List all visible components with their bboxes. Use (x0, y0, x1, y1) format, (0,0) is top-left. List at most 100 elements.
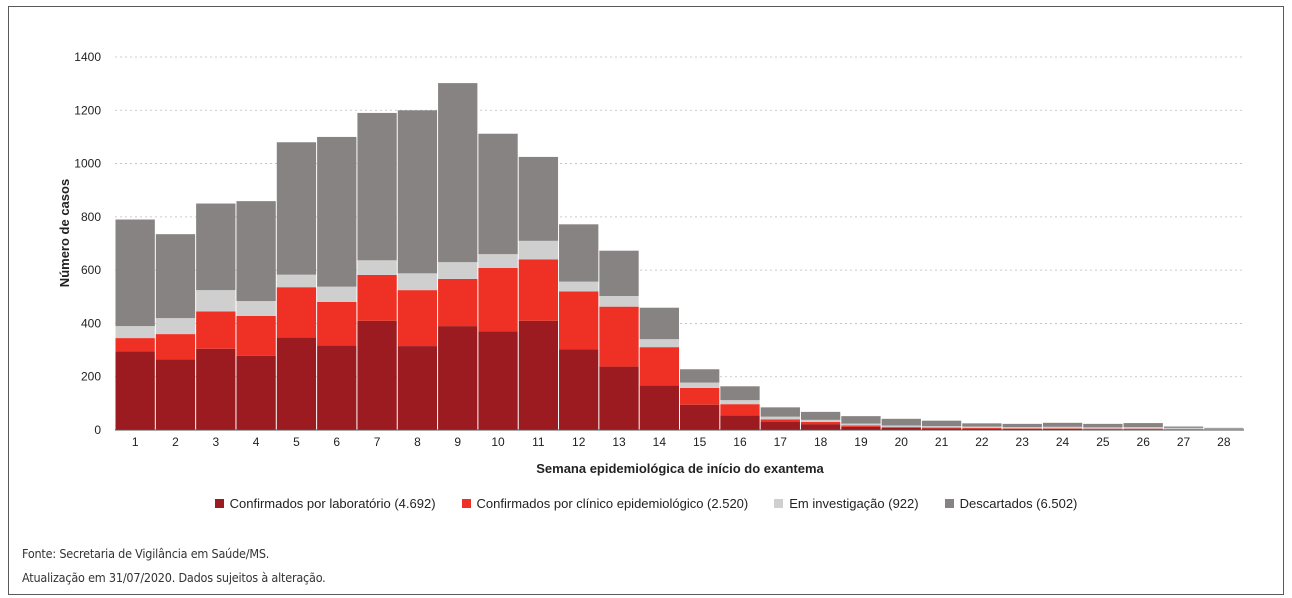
bar-segment-investigation-week-23 (1002, 427, 1042, 429)
legend-item-investigation: Em investigação (922) (774, 496, 919, 511)
bar-segment-lab-week-19 (841, 426, 881, 430)
bar-segment-discarded-week-28 (1204, 427, 1244, 429)
bar-segment-investigation-week-25 (1083, 427, 1123, 429)
legend-item-lab: Confirmados por laboratório (4.692) (214, 496, 436, 511)
x-tick-label: 27 (1177, 435, 1191, 449)
x-tick-label: 5 (293, 435, 300, 449)
y-tick-label: 400 (81, 316, 101, 330)
x-tick-label: 28 (1217, 435, 1231, 449)
bar-segment-investigation-week-2 (155, 318, 196, 335)
y-axis-title: Número de casos (57, 179, 72, 287)
bar-segment-clinical-week-4 (236, 315, 276, 356)
bar-segment-investigation-week-7 (357, 260, 397, 275)
bar-segment-lab-week-2 (155, 359, 196, 430)
x-axis-title: Semana epidemiológica de início do exant… (536, 461, 824, 476)
bar-segment-clinical-week-22 (962, 427, 1002, 429)
bar-segment-discarded-week-24 (1042, 422, 1083, 427)
bar-segment-lab-week-4 (236, 355, 276, 430)
bar-segment-discarded-week-20 (881, 418, 921, 426)
bar-segment-investigation-week-16 (720, 400, 760, 405)
bar-segment-discarded-week-5 (276, 142, 317, 275)
bar-segment-discarded-week-3 (196, 203, 236, 291)
x-tick-label: 3 (212, 435, 219, 449)
x-tick-label: 23 (1016, 435, 1030, 449)
bar-segment-clinical-week-6 (317, 301, 357, 346)
bar-segment-discarded-week-16 (720, 386, 760, 401)
x-tick-label: 26 (1137, 435, 1151, 449)
bar-segment-lab-week-20 (881, 427, 921, 430)
legend-item-clinical: Confirmados por clínico epidemiológico (… (461, 496, 748, 511)
x-tick-label: 21 (935, 435, 949, 449)
bar-segment-lab-week-13 (599, 366, 639, 430)
x-tick-label: 16 (733, 435, 747, 449)
x-tick-label: 17 (774, 435, 788, 449)
bar-segment-lab-week-21 (921, 428, 962, 430)
x-tick-label: 11 (532, 435, 545, 449)
bar-segment-investigation-week-27 (1163, 427, 1204, 430)
bar-segment-discarded-week-7 (357, 112, 397, 261)
bar-segment-investigation-week-21 (921, 426, 962, 428)
bar-segment-discarded-week-2 (155, 234, 196, 319)
bar-segment-discarded-week-26 (1123, 423, 1163, 428)
x-tick-label: 18 (814, 435, 828, 449)
legend: Confirmados por laboratório (4.692) Conf… (0, 496, 1292, 511)
legend-swatch-investigation (774, 499, 784, 508)
bar-segment-lab-week-9 (438, 326, 478, 430)
bar-segment-discarded-week-15 (680, 369, 720, 383)
legend-label-investigation: Em investigação (922) (789, 496, 919, 511)
bar-segment-investigation-week-12 (559, 281, 599, 292)
bar-segment-investigation-week-10 (478, 254, 518, 269)
bar-segment-clinical-week-24 (1042, 428, 1083, 429)
bar-segment-lab-week-23 (1002, 428, 1042, 430)
bar-segment-discarded-week-14 (639, 307, 679, 340)
y-tick-label: 600 (81, 263, 101, 277)
legend-label-lab: Confirmados por laboratório (4.692) (229, 496, 436, 511)
bar-segment-discarded-week-10 (478, 133, 518, 255)
y-tick-label: 800 (81, 210, 101, 224)
bar-segment-clinical-week-18 (800, 422, 841, 425)
bars (115, 83, 1244, 430)
bar-segment-discarded-week-1 (115, 219, 155, 327)
bar-segment-investigation-week-6 (317, 286, 357, 302)
source-note: Fonte: Secretaria de Vigilância em Saúde… (22, 546, 270, 561)
bar-segment-lab-week-1 (115, 351, 155, 430)
bar-segment-clinical-week-8 (397, 290, 438, 347)
x-tick-label: 9 (454, 435, 461, 449)
bar-segment-clinical-week-1 (115, 338, 155, 352)
bar-segment-discarded-week-4 (236, 201, 276, 302)
bar-segment-lab-week-3 (196, 348, 236, 430)
update-note: Atualização em 31/07/2020. Dados sujeito… (22, 570, 326, 585)
bar-segment-investigation-week-28 (1204, 428, 1244, 430)
y-tick-label: 1000 (74, 157, 101, 171)
bar-segment-lab-week-6 (317, 345, 357, 430)
bar-segment-clinical-week-5 (276, 287, 317, 338)
bar-segment-discarded-week-9 (438, 83, 478, 263)
bar-segment-clinical-week-7 (357, 274, 397, 321)
bar-segment-lab-week-15 (680, 404, 720, 430)
bar-segment-lab-week-10 (478, 331, 518, 430)
bar-segment-discarded-week-11 (518, 156, 559, 241)
y-tick-labels: 0 200 400 600 800 1000 1200 1400 (74, 50, 101, 437)
bar-segment-clinical-week-9 (438, 278, 478, 327)
bar-segment-discarded-week-27 (1163, 426, 1204, 428)
bar-segment-investigation-week-20 (881, 425, 921, 428)
bar-segment-investigation-week-5 (276, 274, 317, 288)
bar-segment-discarded-week-25 (1083, 423, 1123, 428)
legend-swatch-discarded (944, 499, 954, 508)
x-tick-label: 2 (172, 435, 179, 449)
bar-segment-clinical-week-15 (680, 387, 720, 405)
bar-segment-investigation-week-4 (236, 301, 276, 316)
legend-swatch-lab (214, 499, 224, 508)
x-tick-label: 15 (693, 435, 707, 449)
bar-segment-clinical-week-23 (1002, 428, 1042, 429)
x-tick-label: 20 (895, 435, 909, 449)
bar-segment-investigation-week-11 (518, 240, 559, 260)
bar-segment-investigation-week-1 (115, 326, 155, 339)
y-tick-label: 0 (94, 423, 101, 437)
bar-segment-discarded-week-23 (1002, 423, 1042, 428)
bar-segment-clinical-week-17 (760, 419, 800, 423)
x-tick-label: 8 (414, 435, 421, 449)
bar-segment-lab-week-22 (962, 428, 1002, 430)
x-tick-label: 25 (1096, 435, 1110, 449)
